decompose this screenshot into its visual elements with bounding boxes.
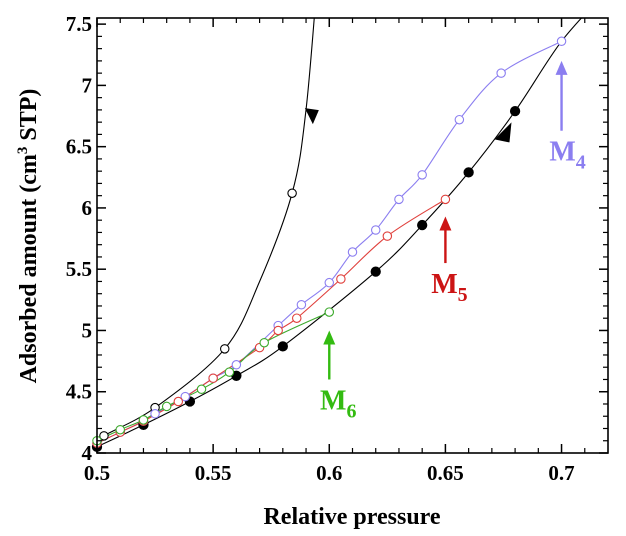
series-4-point xyxy=(224,367,235,377)
series-2-point xyxy=(454,114,465,125)
series-2-point xyxy=(370,225,381,235)
series-2-point xyxy=(150,409,160,419)
annotation-label: M4 xyxy=(549,137,585,174)
series-1-point xyxy=(287,188,297,198)
annotation-label-sub: 4 xyxy=(576,152,586,174)
series-1-point xyxy=(99,431,109,441)
series-2-point xyxy=(394,194,404,205)
marker-layer xyxy=(91,36,567,453)
series-0-point xyxy=(463,167,474,178)
series-1-point xyxy=(220,344,230,354)
annotation-label-sub: 5 xyxy=(458,284,468,306)
y-tick-label: 7 xyxy=(82,73,93,97)
annotation-label: M6 xyxy=(320,385,356,422)
annotation-label-main: M xyxy=(549,137,575,168)
annotation-arrow-head xyxy=(323,330,336,345)
x-tick-label: 0.5 xyxy=(84,461,110,485)
series-2-point xyxy=(347,247,358,257)
series-2-point xyxy=(417,170,427,180)
series-3-point xyxy=(292,313,302,323)
plot-frame xyxy=(96,17,609,454)
y-axis-title-main: Adsorbed amount (cm xyxy=(16,154,42,383)
series-3-point xyxy=(273,325,283,336)
y-tick-labels: 4 4.5 5 5.5 6 6.5 7 7.5 xyxy=(66,12,93,465)
series-3-point xyxy=(173,396,184,407)
series-2-point xyxy=(496,68,506,78)
series-4-point xyxy=(161,401,172,412)
direction-arrows xyxy=(304,108,512,143)
y-tick-label: 4 xyxy=(82,441,93,465)
series-3-point xyxy=(208,373,218,384)
series-4-point xyxy=(259,337,269,348)
series-2-point xyxy=(324,277,335,288)
annotation-label-main: M xyxy=(320,385,346,416)
series-line-0 xyxy=(97,18,583,448)
annotation-label: M5 xyxy=(431,269,467,306)
series-4-point xyxy=(196,384,207,395)
adsorption-direction-arrow xyxy=(494,122,512,143)
x-axis-title: Relative pressure xyxy=(263,504,440,530)
series-3-point xyxy=(382,231,393,241)
series-0-point xyxy=(509,105,521,117)
y-tick-label: 7.5 xyxy=(66,12,92,36)
x-tick-labels: 0.5 0.55 0.6 0.65 0.7 xyxy=(84,461,575,485)
annotation-label-sub: 6 xyxy=(346,400,356,422)
y-tick-label: 6.5 xyxy=(66,135,92,159)
series-2-point xyxy=(231,360,242,370)
y-axis-title-sup: 3 xyxy=(15,147,31,155)
series-3-point xyxy=(336,274,346,284)
series-line-1 xyxy=(97,18,315,445)
series-2-point xyxy=(556,36,567,47)
series-0-point xyxy=(370,266,381,277)
series-0-point xyxy=(277,341,288,352)
x-tick-label: 0.65 xyxy=(427,461,464,485)
y-axis-title: Adsorbed amount (cm3 STP) xyxy=(15,89,42,384)
series-4-point xyxy=(138,415,149,425)
tick-marks xyxy=(96,18,608,454)
series-4-point xyxy=(324,307,335,317)
annotation-label-main: M xyxy=(431,269,457,300)
series-layer xyxy=(97,18,583,448)
y-tick-label: 5 xyxy=(82,318,93,342)
x-tick-label: 0.6 xyxy=(316,461,342,485)
series-4-point xyxy=(115,424,125,435)
series-line-3 xyxy=(97,198,446,444)
series-2-point xyxy=(296,299,307,310)
y-tick-label: 4.5 xyxy=(66,380,92,404)
series-2-point xyxy=(180,391,191,402)
x-tick-label: 0.55 xyxy=(195,461,232,485)
y-tick-label: 5.5 xyxy=(66,257,92,281)
series-0-point xyxy=(417,219,428,231)
y-tick-label: 6 xyxy=(82,196,93,220)
desorption-direction-arrow xyxy=(304,108,319,125)
series-line-2 xyxy=(97,40,562,444)
annotation-arrow-head xyxy=(555,60,568,75)
y-axis-title-tail: STP) xyxy=(16,89,42,147)
x-tick-label: 0.7 xyxy=(548,461,574,485)
series-3-point xyxy=(440,194,451,205)
annotation-arrow-head xyxy=(439,216,452,231)
